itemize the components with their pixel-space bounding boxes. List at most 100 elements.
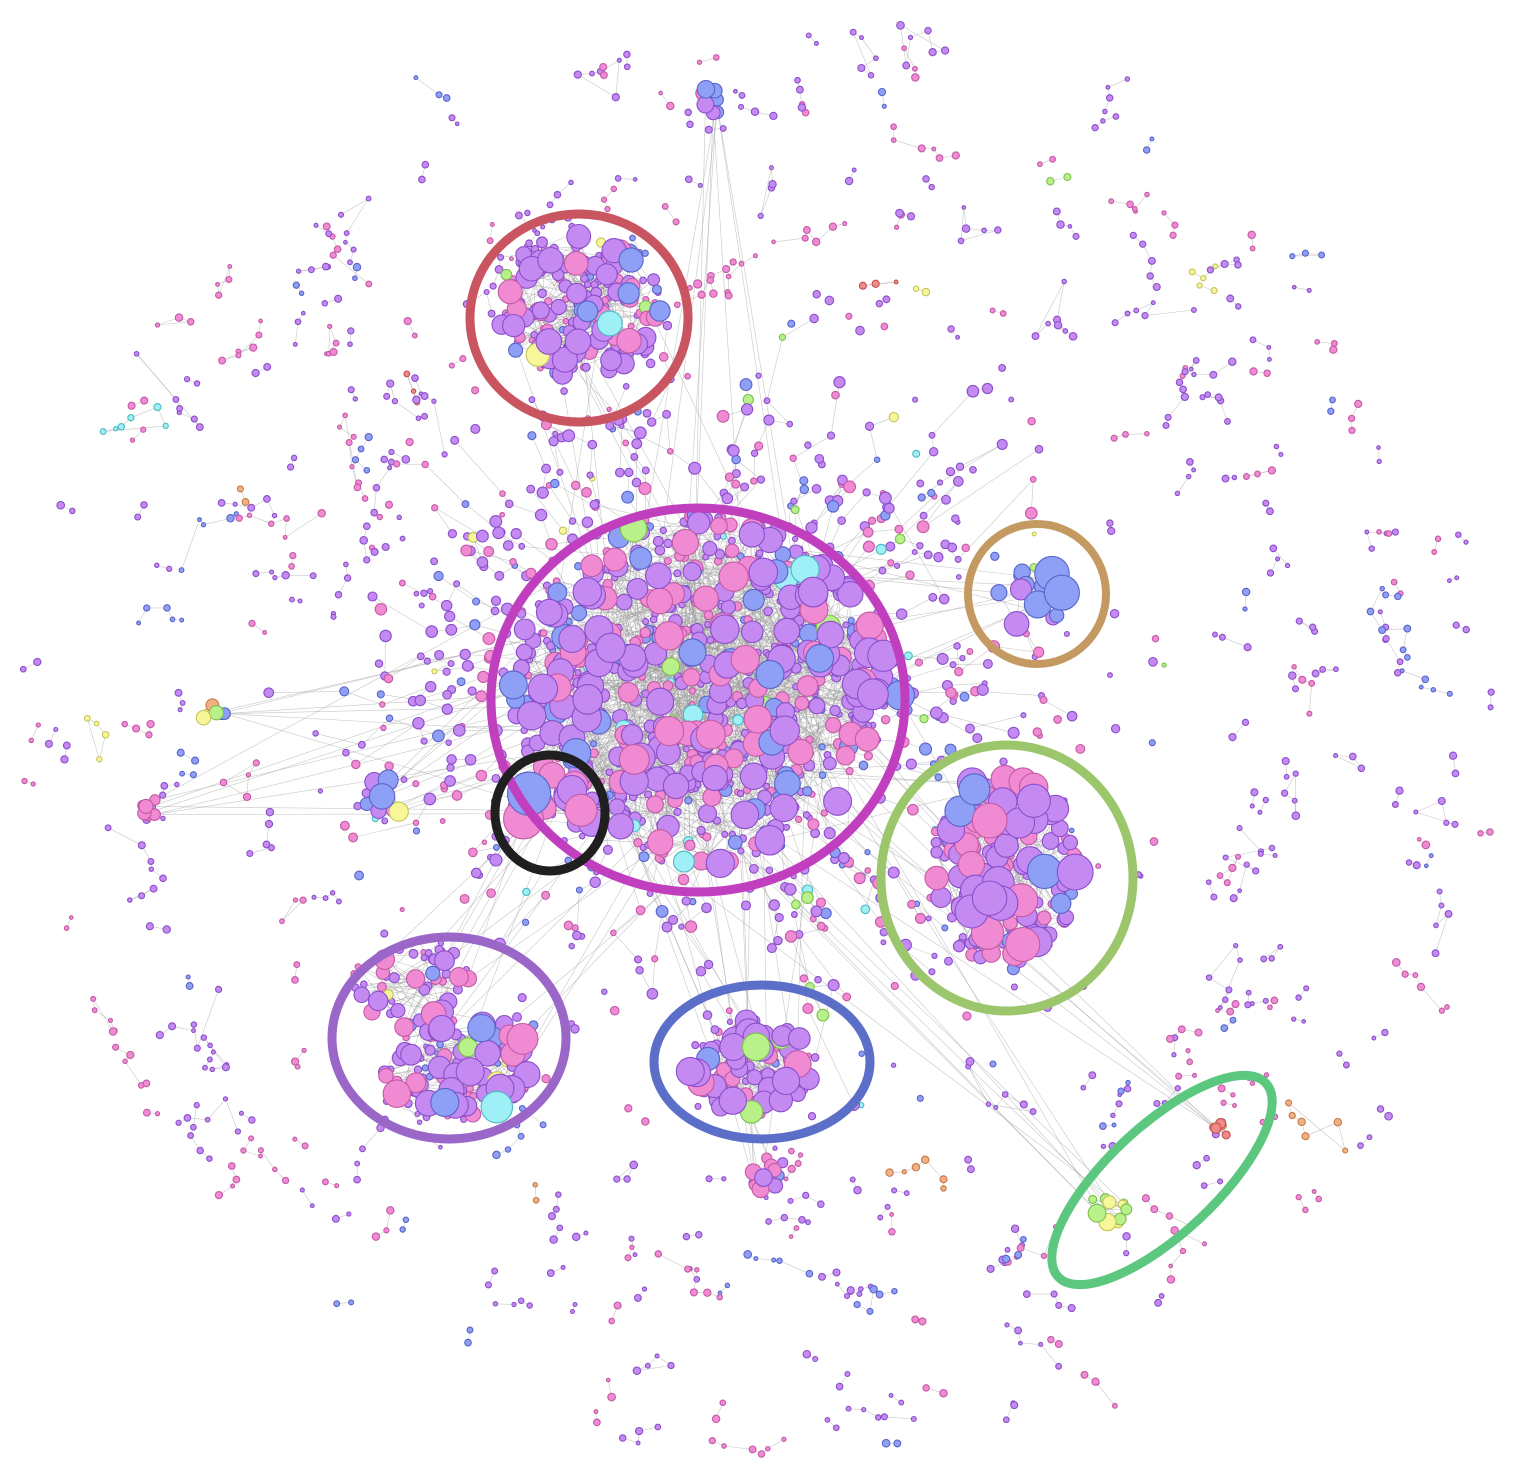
graph-node [845,1405,852,1412]
graph-node [1166,1275,1176,1284]
graph-node [1112,113,1120,120]
graph-node [966,1165,975,1174]
graph-node [258,318,263,324]
graph-node [526,484,536,494]
graph-edge [107,827,142,846]
graph-node [939,1175,948,1184]
graph-node [1133,307,1140,314]
graph-node [757,1450,766,1458]
graph-node [298,290,305,297]
graph-node [1444,1004,1450,1010]
graph-node [793,1225,800,1232]
graph-node [609,1005,620,1016]
graph-node [497,253,505,261]
graph-node [1237,888,1243,894]
graph-node [581,362,591,372]
graph-node [1179,385,1187,394]
graph-edge [589,444,593,476]
graph-node [790,911,798,918]
graph-node [635,965,644,975]
graph-edge [771,917,780,949]
graph-node [385,714,394,723]
graph-node [696,825,706,836]
graph-edge [340,198,369,216]
graph-node [400,776,408,784]
graph-node [1368,545,1375,552]
graph-node [481,839,488,846]
graph-node [888,412,899,423]
graph-edge [223,762,257,783]
graph-node [1405,859,1413,866]
graph-edge [621,249,753,530]
graph-node [354,1160,361,1167]
graph-node [1031,332,1040,341]
graph-node [684,1265,692,1273]
graph-node [885,1168,894,1177]
graph-node [766,943,777,954]
graph-node [555,1191,562,1198]
graph-edge [427,985,458,990]
graph-node [945,686,957,699]
graph-node [1233,942,1239,949]
graph-node [1126,200,1134,209]
graph-node [1291,685,1300,693]
graph-node [934,773,943,782]
graph-node [1225,986,1233,994]
graph-node [1054,1339,1063,1349]
graph-node [1185,473,1192,480]
graph-node [1226,294,1235,303]
graph-node [1142,146,1151,154]
graph-node [1131,206,1138,212]
graph-node [1004,1322,1010,1328]
graph-node [945,466,956,477]
graph-node [1124,1085,1132,1093]
graph-edge [869,574,911,586]
graph-edge [922,481,959,527]
graph-node [574,669,582,677]
graph-node [159,874,167,883]
graph-node [928,447,939,457]
graph-node [1067,224,1073,229]
graph-node [1487,688,1495,696]
graph-node [589,70,595,77]
graph-edge [931,390,974,436]
graph-node [941,924,949,932]
graph-node [1217,1084,1226,1093]
graph-node [907,899,917,909]
graph-edge [794,914,811,987]
graph-node [544,297,553,306]
graph-node [651,284,662,295]
graph-node [719,1399,727,1407]
graph-node [614,467,625,478]
graph-node [888,1228,896,1236]
graph-node [459,355,467,363]
graph-node [816,1200,825,1209]
graph-node [539,1121,547,1129]
graph-node [1309,623,1317,631]
graph-node [334,590,343,599]
graph-edge [225,1098,239,1132]
graph-node [532,1196,540,1204]
graph-node [855,325,865,336]
graph-node [1291,284,1297,290]
graph-node [1045,320,1051,327]
graph-node [380,455,388,464]
graph-node [456,677,466,687]
graph-node [568,517,577,525]
graph-edge [346,198,369,234]
graph-node [325,230,333,238]
graph-node [824,1417,831,1423]
graph-node [708,1437,716,1445]
graph-node [570,480,581,491]
graph-node [230,1183,236,1189]
graph-edge [958,646,994,672]
graph-node [662,409,672,419]
graph-node [705,1175,713,1183]
graph-node [1180,392,1189,402]
graph-edge [384,660,428,677]
graph-node [1171,221,1179,229]
graph-node [1241,718,1250,727]
graph-node [798,1215,806,1224]
graph-node [1391,801,1399,808]
graph-edge [681,527,751,605]
